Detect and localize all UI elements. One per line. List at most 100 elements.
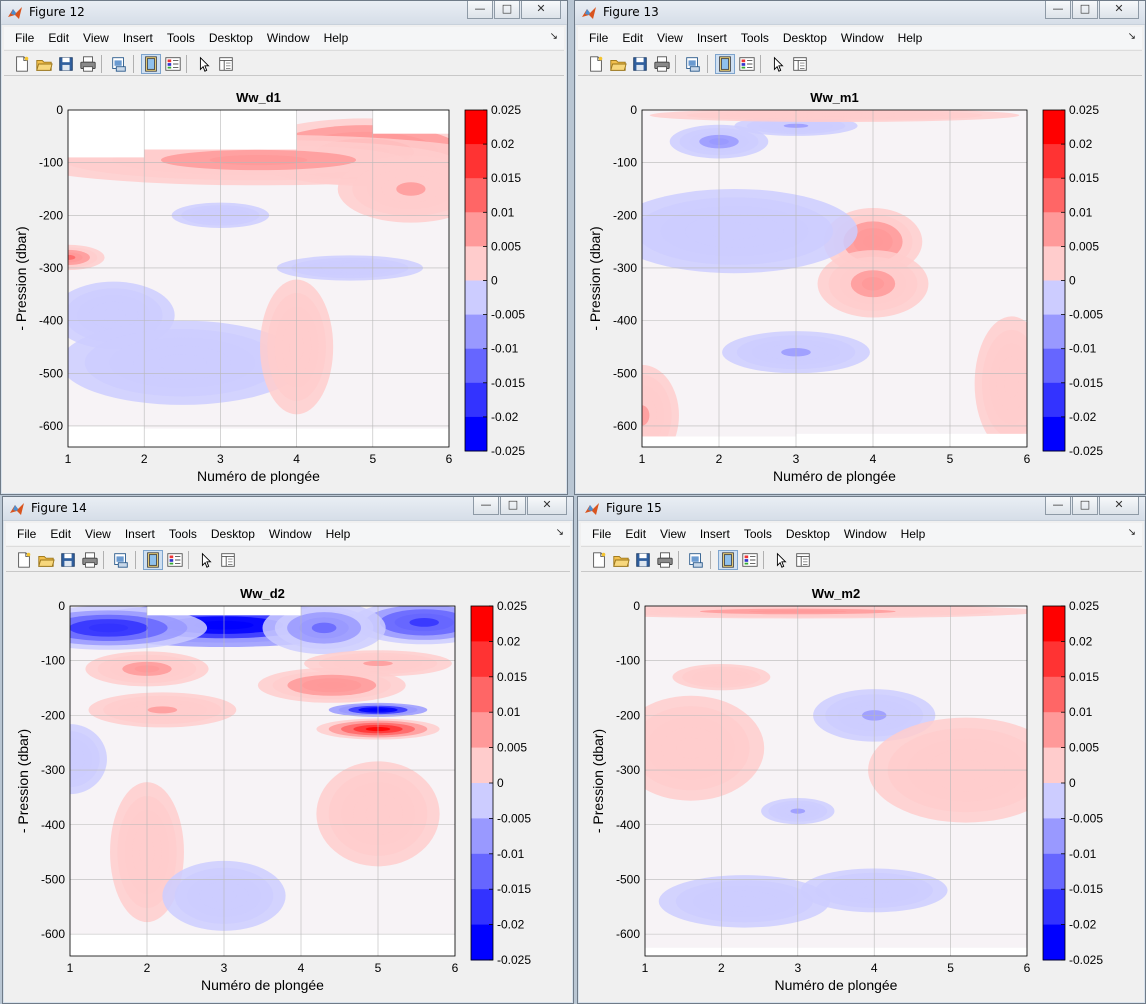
x-tick-label: 5 bbox=[375, 961, 382, 975]
menu-desktop[interactable]: Desktop bbox=[785, 527, 830, 541]
menu-window[interactable]: Window bbox=[268, 527, 312, 541]
minimize-button[interactable]: — bbox=[473, 497, 499, 515]
menu-desktop[interactable]: Desktop bbox=[782, 31, 827, 45]
minimize-button[interactable]: — bbox=[1045, 1, 1071, 19]
property-editor-icon[interactable] bbox=[793, 550, 813, 570]
x-tick-label: 2 bbox=[718, 961, 725, 975]
print-preview-icon[interactable] bbox=[683, 54, 703, 74]
window-titlebar[interactable]: Figure 12 — □ ✕ bbox=[1, 1, 567, 25]
window-titlebar[interactable]: Figure 15 — □ ✕ bbox=[578, 497, 1145, 521]
figure-window[interactable]: Figure 15 — □ ✕ File Edit View Insert To… bbox=[577, 496, 1146, 1004]
menu-insert[interactable]: Insert bbox=[122, 31, 153, 45]
matlab-logo-icon bbox=[585, 503, 599, 515]
save-icon[interactable] bbox=[633, 550, 653, 570]
menu-view[interactable]: View bbox=[85, 527, 111, 541]
minimize-button[interactable]: — bbox=[467, 1, 493, 19]
menu-file[interactable]: File bbox=[17, 527, 37, 541]
menu-tools[interactable]: Tools bbox=[743, 527, 772, 541]
save-icon[interactable] bbox=[56, 54, 76, 74]
menu-view[interactable]: View bbox=[660, 527, 686, 541]
figure-window[interactable]: Figure 13 — □ ✕ File Edit View Insert To… bbox=[574, 0, 1146, 495]
print-icon[interactable] bbox=[80, 550, 100, 570]
open-file-icon[interactable] bbox=[36, 550, 56, 570]
plot-tools-icon[interactable] bbox=[165, 550, 185, 570]
open-file-icon[interactable] bbox=[611, 550, 631, 570]
figure-window[interactable]: Figure 12 — □ ✕ File Edit View Insert To… bbox=[0, 0, 568, 495]
new-figure-icon[interactable] bbox=[14, 550, 34, 570]
print-icon[interactable] bbox=[655, 550, 675, 570]
menu-overflow-arrow-icon[interactable]: ↘ bbox=[1127, 527, 1136, 538]
dock-figure-icon[interactable] bbox=[143, 550, 163, 570]
minimize-button[interactable]: — bbox=[1045, 497, 1071, 515]
plot-tools-icon[interactable] bbox=[740, 550, 760, 570]
edit-plot-arrow-icon[interactable] bbox=[196, 550, 216, 570]
close-button[interactable]: ✕ bbox=[527, 497, 567, 515]
colorbar-band bbox=[1043, 416, 1065, 452]
menu-desktop[interactable]: Desktop bbox=[210, 527, 255, 541]
plot-tools-icon[interactable] bbox=[737, 54, 757, 74]
plot-title: Ww_d1 bbox=[236, 90, 281, 105]
menu-tools[interactable]: Tools bbox=[168, 527, 197, 541]
maximize-button[interactable]: □ bbox=[500, 497, 526, 515]
menu-edit[interactable]: Edit bbox=[622, 31, 644, 45]
menu-help[interactable]: Help bbox=[897, 31, 923, 45]
menu-file[interactable]: File bbox=[15, 31, 35, 45]
save-icon[interactable] bbox=[58, 550, 78, 570]
menu-tools[interactable]: Tools bbox=[740, 31, 769, 45]
menu-overflow-arrow-icon[interactable]: ↘ bbox=[1127, 31, 1136, 42]
new-figure-icon[interactable] bbox=[12, 54, 32, 74]
colorbar-tick-label: 0.01 bbox=[497, 705, 521, 719]
print-icon[interactable] bbox=[78, 54, 98, 74]
menu-tools[interactable]: Tools bbox=[166, 31, 195, 45]
window-titlebar[interactable]: Figure 14 — □ ✕ bbox=[3, 497, 573, 521]
open-file-icon[interactable] bbox=[34, 54, 54, 74]
menu-insert[interactable]: Insert bbox=[124, 527, 155, 541]
menu-file[interactable]: File bbox=[589, 31, 609, 45]
property-editor-icon[interactable] bbox=[790, 54, 810, 74]
dock-figure-icon[interactable] bbox=[141, 54, 161, 74]
menu-help[interactable]: Help bbox=[323, 31, 349, 45]
close-button[interactable]: ✕ bbox=[521, 1, 561, 19]
maximize-button[interactable]: □ bbox=[1072, 1, 1098, 19]
close-button[interactable]: ✕ bbox=[1099, 497, 1139, 515]
menu-overflow-arrow-icon[interactable]: ↘ bbox=[555, 527, 564, 538]
menu-window[interactable]: Window bbox=[843, 527, 887, 541]
menu-edit[interactable]: Edit bbox=[50, 527, 72, 541]
open-file-icon[interactable] bbox=[608, 54, 628, 74]
new-figure-icon[interactable] bbox=[589, 550, 609, 570]
property-editor-icon[interactable] bbox=[216, 54, 236, 74]
print-preview-icon[interactable] bbox=[686, 550, 706, 570]
maximize-button[interactable]: □ bbox=[494, 1, 520, 19]
menu-desktop[interactable]: Desktop bbox=[208, 31, 253, 45]
menu-window[interactable]: Window bbox=[266, 31, 310, 45]
save-icon[interactable] bbox=[630, 54, 650, 74]
edit-plot-arrow-icon[interactable] bbox=[194, 54, 214, 74]
menu-overflow-arrow-icon[interactable]: ↘ bbox=[549, 31, 558, 42]
print-icon[interactable] bbox=[652, 54, 672, 74]
close-button[interactable]: ✕ bbox=[1099, 1, 1139, 19]
y-tick-label: -200 bbox=[39, 208, 63, 222]
property-editor-icon[interactable] bbox=[218, 550, 238, 570]
x-axis-label: Numéro de plongée bbox=[775, 977, 898, 993]
edit-plot-arrow-icon[interactable] bbox=[768, 54, 788, 74]
menu-view[interactable]: View bbox=[657, 31, 683, 45]
window-titlebar[interactable]: Figure 13 — □ ✕ bbox=[575, 1, 1145, 25]
menu-file[interactable]: File bbox=[592, 527, 612, 541]
dock-figure-icon[interactable] bbox=[715, 54, 735, 74]
plot-tools-icon[interactable] bbox=[163, 54, 183, 74]
menu-edit[interactable]: Edit bbox=[48, 31, 70, 45]
menu-insert[interactable]: Insert bbox=[699, 527, 730, 541]
menu-view[interactable]: View bbox=[83, 31, 109, 45]
menu-edit[interactable]: Edit bbox=[625, 527, 647, 541]
print-preview-icon[interactable] bbox=[109, 54, 129, 74]
maximize-button[interactable]: □ bbox=[1072, 497, 1098, 515]
dock-figure-icon[interactable] bbox=[718, 550, 738, 570]
menu-help[interactable]: Help bbox=[900, 527, 926, 541]
print-preview-icon[interactable] bbox=[111, 550, 131, 570]
menu-window[interactable]: Window bbox=[840, 31, 884, 45]
menu-insert[interactable]: Insert bbox=[696, 31, 727, 45]
figure-window[interactable]: Figure 14 — □ ✕ File Edit View Insert To… bbox=[2, 496, 574, 1004]
menu-help[interactable]: Help bbox=[325, 527, 351, 541]
edit-plot-arrow-icon[interactable] bbox=[771, 550, 791, 570]
new-figure-icon[interactable] bbox=[586, 54, 606, 74]
